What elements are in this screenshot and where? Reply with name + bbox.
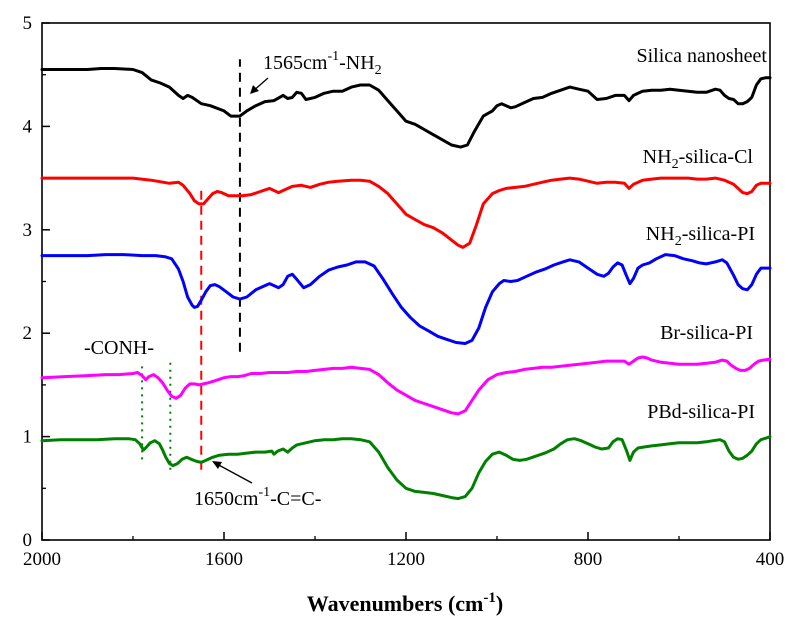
x-axis-label: Wavenumbers (cm-1): [307, 590, 503, 616]
y-tick-label: 5: [23, 13, 33, 34]
y-tick-label: 2: [23, 323, 33, 344]
y-tick-label: 0: [23, 530, 33, 551]
annotation-lines: [142, 59, 240, 469]
arrowhead-cc: [212, 461, 222, 469]
plot-border: [42, 23, 770, 540]
series-line-pbd-silica-pi: [42, 437, 770, 499]
x-tick-label: 1200: [387, 549, 425, 570]
y-axis-ticks: 0 1 2 3 4 5: [23, 13, 51, 551]
annotation-nh2-peak: 1565cm-1-NH2: [263, 49, 382, 78]
curve-label-nh2-silica-cl: NH2-silica-Cl: [643, 146, 754, 172]
curve-label-br-silica-pi: Br-silica-PI: [660, 322, 753, 344]
series-layer: [42, 69, 770, 499]
x-tick-label: 800: [574, 549, 603, 570]
annotation-conh: -CONH-: [84, 337, 154, 359]
x-tick-label: 400: [756, 549, 785, 570]
curve-label-silica-nanosheet: Silica nanosheet: [636, 45, 767, 67]
x-tick-label: 1600: [205, 549, 243, 570]
y-tick-label: 1: [23, 427, 33, 448]
annotation-cc-peak: 1650cm-1-C=C-: [194, 485, 321, 510]
x-axis-ticks: 2000 1600 1200 800 400: [23, 532, 784, 570]
curve-label-nh2-silica-pi: NH2-silica-PI: [646, 223, 755, 249]
x-tick-label: 2000: [23, 549, 61, 570]
plot-frame: [42, 23, 770, 540]
y-tick-label: 4: [23, 116, 33, 137]
series-line-silica-nanosheet: [42, 69, 770, 148]
y-tick-label: 3: [23, 220, 33, 241]
curve-label-pbd-silica-pi: PBd-silica-PI: [647, 401, 755, 423]
annotation-arrow-cc: [215, 463, 252, 483]
